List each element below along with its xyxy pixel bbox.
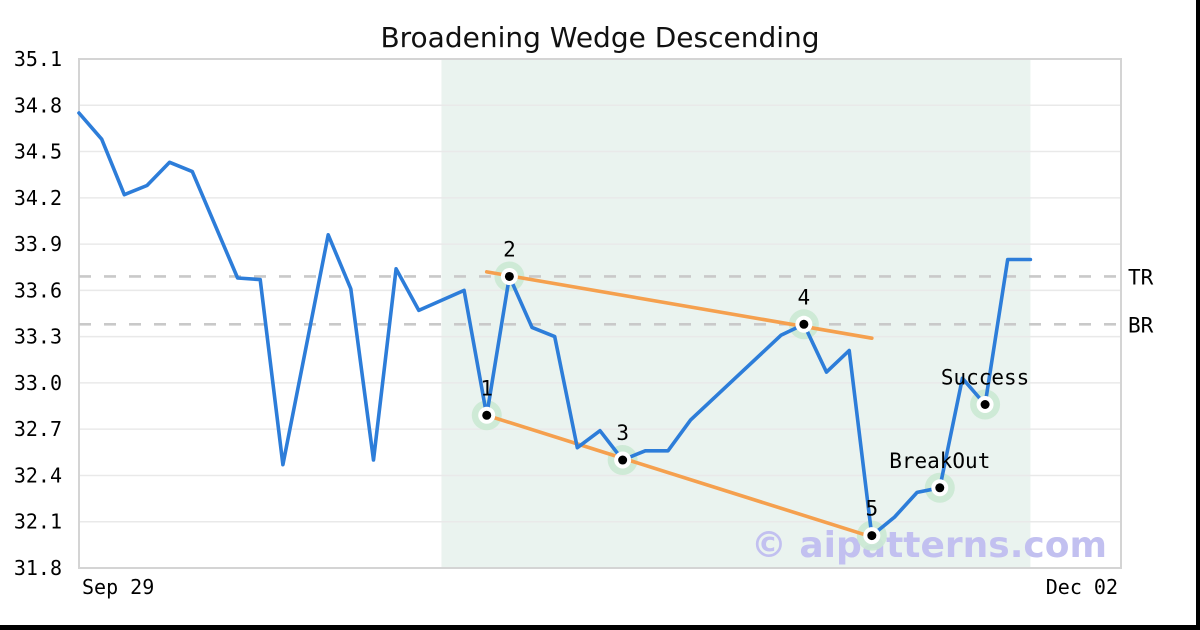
marker-dot-2 bbox=[504, 271, 514, 281]
y-tick-label-32.4: 32.4 bbox=[14, 463, 62, 487]
point-label-4: 4 bbox=[798, 285, 811, 309]
point-label-2: 2 bbox=[503, 237, 516, 261]
level-label-BR: BR bbox=[1128, 313, 1154, 337]
chart-title: Broadening Wedge Descending bbox=[380, 21, 819, 54]
screen-edge-bottom bbox=[0, 625, 1200, 630]
price-line bbox=[77, 111, 1033, 538]
trendline-lower bbox=[484, 413, 865, 536]
level-label-TR: TR bbox=[1128, 265, 1154, 289]
y-tick-label-32.1: 32.1 bbox=[14, 510, 62, 534]
x-tick-label-start: Sep 29 bbox=[82, 575, 154, 599]
marker-dot-Success bbox=[980, 400, 990, 410]
y-tick-label-34.8: 34.8 bbox=[14, 93, 62, 117]
point-label-3: 3 bbox=[616, 421, 629, 445]
marker-dot-3 bbox=[618, 455, 628, 465]
marker-dot-5 bbox=[867, 531, 877, 541]
y-tick-label-34.2: 34.2 bbox=[14, 186, 62, 210]
marker-dot-4 bbox=[799, 319, 809, 329]
y-tick-label-31.8: 31.8 bbox=[14, 556, 62, 580]
marker-dot-BreakOut bbox=[935, 483, 945, 493]
screen-edge-right bbox=[1196, 0, 1200, 630]
y-tick-label-33.6: 33.6 bbox=[14, 278, 62, 302]
chart-background-layer: 31.8 32.1 32.4 32.7 33.0 33.3 33.6 33.9 34.2 34.5… bbox=[14, 47, 1122, 580]
watermark-text: © aipatterns.com bbox=[751, 525, 1107, 566]
marker-dot-1 bbox=[482, 410, 492, 420]
y-tick-label-32.7: 32.7 bbox=[14, 417, 62, 441]
point-label-1: 1 bbox=[480, 376, 493, 400]
y-tick-label-33.3: 33.3 bbox=[14, 325, 62, 349]
plot-border bbox=[78, 58, 1122, 569]
chart-data-layer: TR BR 1 2 3 4 5 BreakOut Success bbox=[77, 111, 1154, 551]
y-tick-label-35.1: 35.1 bbox=[14, 47, 62, 71]
point-label-BreakOut: BreakOut bbox=[889, 449, 990, 473]
x-tick-label-end: Dec 02 bbox=[1046, 575, 1118, 599]
y-tick-label-34.5: 34.5 bbox=[14, 140, 62, 164]
point-label-Success: Success bbox=[941, 366, 1030, 390]
y-tick-label-33.9: 33.9 bbox=[14, 232, 62, 256]
y-tick-label-33.0: 33.0 bbox=[14, 371, 62, 395]
point-label-5: 5 bbox=[865, 497, 878, 521]
